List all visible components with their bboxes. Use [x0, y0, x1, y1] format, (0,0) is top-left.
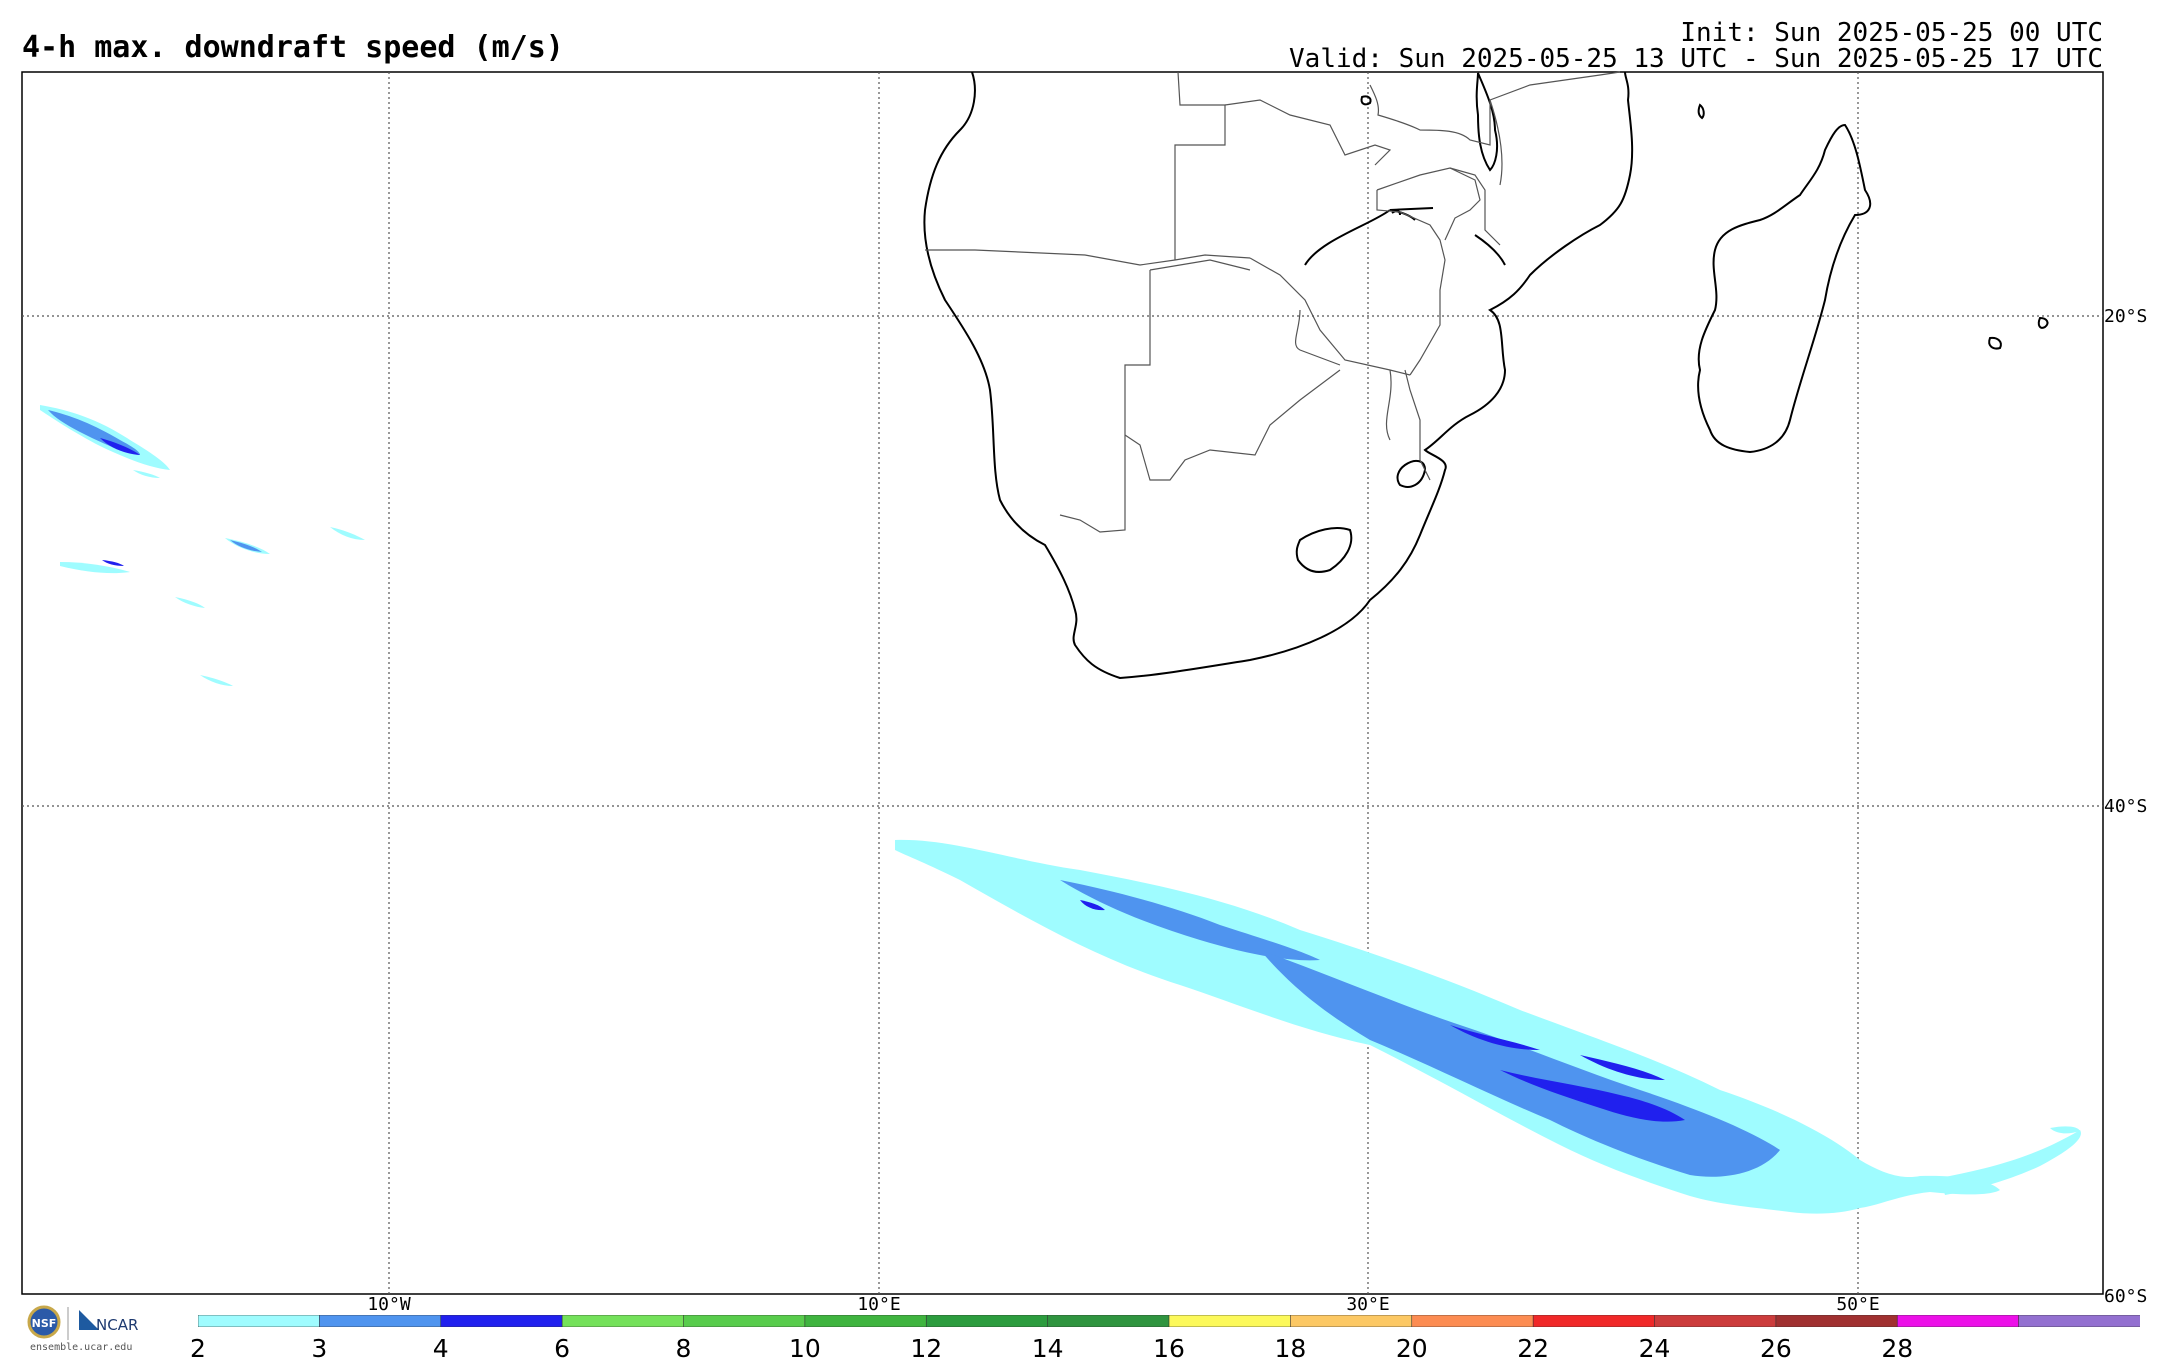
colorbar-swatch — [804, 1315, 928, 1327]
lat-label: 40°S — [2104, 796, 2147, 817]
colorbar-label: 16 — [1153, 1334, 1185, 1363]
colorbar-label: 3 — [311, 1334, 328, 1363]
lat-labels: 20°S 40°S 60°S — [2104, 306, 2147, 1307]
colorbar-label: 28 — [1881, 1334, 1914, 1363]
colorbar-swatch — [1290, 1315, 1413, 1327]
colorbar-swatch — [1047, 1315, 1170, 1327]
lon-label: 50°E — [1836, 1294, 1879, 1315]
lat-label: 20°S — [2104, 306, 2147, 327]
downdraft-patches-west — [40, 405, 365, 686]
init-time: Init: Sun 2025-05-25 00 UTC — [1680, 18, 2103, 48]
colorbar-label: 18 — [1274, 1334, 1307, 1363]
colorbar-swatch — [925, 1315, 1049, 1327]
colorbar-swatch — [1411, 1315, 1534, 1327]
colorbar-label: 26 — [1759, 1334, 1792, 1363]
colorbar-swatch — [1896, 1315, 2020, 1327]
coastline — [923, 71, 2049, 680]
colorbar-swatch — [319, 1315, 442, 1327]
colorbar-label: 20 — [1395, 1334, 1428, 1363]
lesotho — [1295, 527, 1353, 573]
colorbar-swatch — [1168, 1315, 1292, 1327]
colorbar-label: 2 — [190, 1334, 206, 1363]
logo: NSF NCAR — [27, 1305, 138, 1340]
colorbar-label: 12 — [910, 1334, 943, 1363]
colorbar-swatch — [440, 1315, 563, 1327]
valid-time: Valid: Sun 2025-05-25 13 UTC - Sun 2025-… — [1289, 44, 2103, 74]
downdraft-swath-southern-ocean — [895, 839, 2081, 1214]
lon-label: 30°E — [1346, 1294, 1389, 1315]
colorbar — [198, 1315, 2140, 1327]
lon-label: 10°W — [367, 1294, 411, 1315]
colorbar-label: 24 — [1638, 1334, 1671, 1363]
graticule — [22, 72, 2103, 1294]
colorbar-label: 6 — [554, 1334, 571, 1363]
colorbar-swatch — [2018, 1315, 2140, 1327]
ncar-logo-icon — [79, 1310, 99, 1330]
colorbar-label: 8 — [675, 1334, 692, 1363]
lon-labels: 10°W 10°E 30°E 50°E — [367, 1294, 1879, 1315]
colorbar-swatch — [1532, 1315, 1656, 1327]
lat-label: 60°S — [2104, 1286, 2147, 1307]
colorbar-label: 22 — [1517, 1334, 1550, 1363]
logo-org1: NSF — [32, 1317, 57, 1330]
colorbar-label: 14 — [1031, 1334, 1064, 1363]
logo-org2: NCAR — [96, 1316, 138, 1334]
colorbar-swatch — [198, 1315, 321, 1327]
nsf-logo-icon — [27, 1305, 61, 1339]
colorbar-swatch — [1654, 1315, 1777, 1327]
map-title: 4-h max. downdraft speed (m/s) — [22, 30, 564, 65]
country-borders — [925, 71, 1621, 533]
colorbar-swatch — [683, 1315, 806, 1327]
colorbar-swatch — [561, 1315, 685, 1327]
time-info: Init: Sun 2025-05-25 00 UTC Valid: Sun 2… — [1289, 20, 2103, 72]
colorbar-label: 4 — [432, 1334, 449, 1363]
logo-url: ensemble.ucar.edu — [30, 1342, 133, 1353]
colorbar-swatch — [1775, 1315, 1899, 1327]
map-frame — [21, 71, 2104, 1295]
colorbar-label: 10 — [788, 1334, 821, 1363]
madagascar — [1697, 123, 1872, 454]
lon-label: 10°E — [857, 1294, 900, 1315]
